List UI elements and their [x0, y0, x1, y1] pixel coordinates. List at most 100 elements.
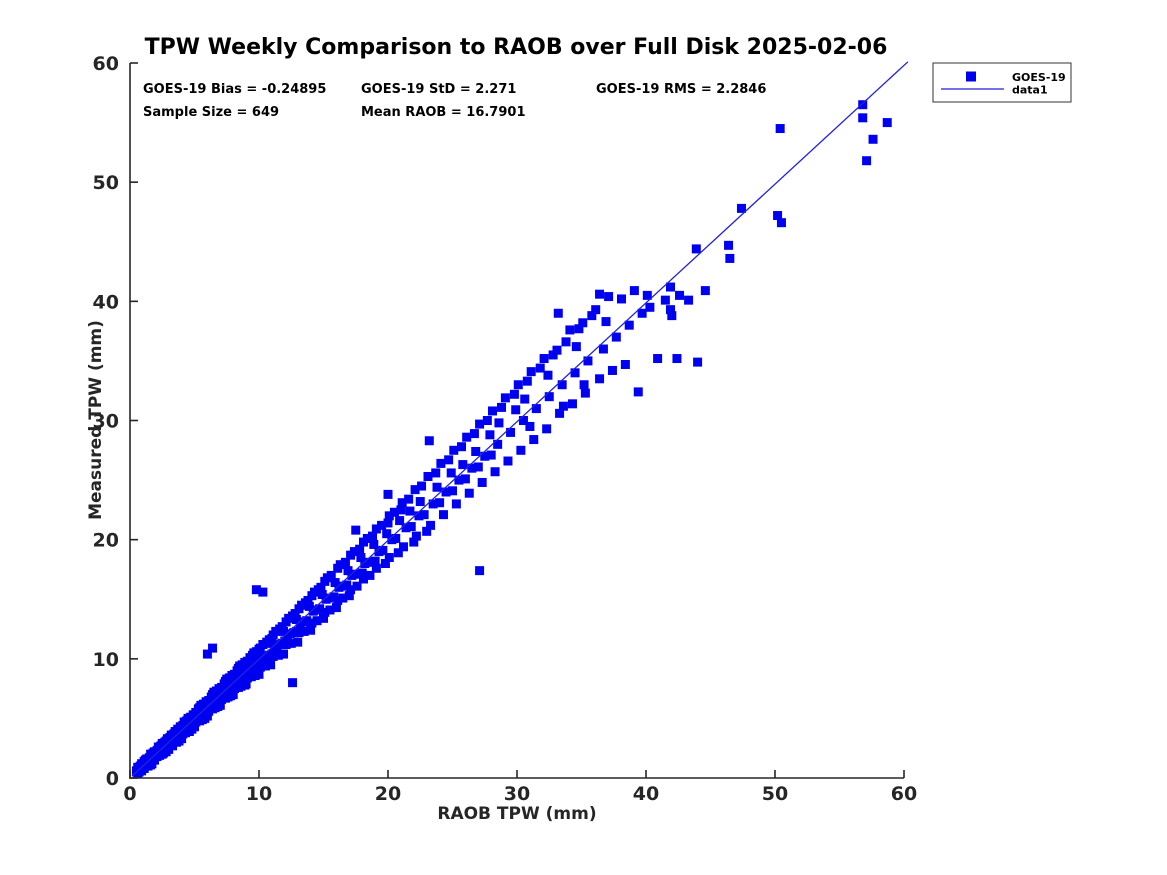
scatter-point	[535, 363, 545, 373]
scatter-point	[557, 380, 567, 390]
scatter-point	[500, 393, 510, 403]
scatter-point	[511, 405, 521, 415]
x-tick-label: 50	[762, 783, 788, 805]
scatter-point	[424, 436, 434, 446]
scatter-point	[260, 661, 270, 671]
scatter-point	[642, 290, 652, 300]
scatter-point	[667, 311, 677, 321]
scatter-point	[240, 663, 250, 673]
scatter-point	[357, 568, 367, 578]
scatter-point	[355, 544, 365, 554]
scatter-point	[422, 526, 432, 536]
scatter-point	[290, 609, 300, 619]
scatter-point	[382, 529, 392, 539]
scatter-point	[601, 317, 611, 327]
scatter-point	[595, 374, 605, 384]
scatter-point	[558, 401, 568, 411]
scatter-point	[598, 344, 608, 354]
scatter-point	[365, 570, 375, 580]
scatter-point	[299, 626, 309, 636]
chart-title: TPW Weekly Comparison to RAOB over Full …	[145, 35, 888, 60]
scatter-point	[319, 613, 328, 623]
scatter-point	[320, 607, 330, 617]
stat-mean-raob: Mean RAOB = 16.7901	[361, 105, 526, 120]
scatter-point	[469, 429, 479, 439]
scatter-point	[574, 324, 584, 334]
scatter-point	[157, 749, 167, 759]
scatter-point	[325, 605, 335, 615]
scatter-point	[482, 416, 492, 425]
stat-bias: GOES-19 Bias = -0.24895	[143, 82, 326, 97]
scatter-point	[629, 286, 639, 296]
scatter-point	[426, 520, 436, 530]
scatter-point	[553, 308, 563, 318]
y-tick-label: 0	[106, 768, 119, 790]
legend-marker-square-icon	[966, 71, 976, 82]
scatter-point	[302, 616, 312, 626]
scatter-point	[460, 474, 470, 484]
scatter-point	[324, 593, 334, 603]
scatter-point	[383, 489, 393, 499]
scatter-point	[330, 578, 340, 588]
scatter-point	[342, 580, 352, 590]
scatter-point	[140, 758, 150, 768]
scatter-point	[428, 499, 438, 509]
y-tick-label: 60	[93, 53, 119, 75]
x-tick-label: 10	[246, 783, 272, 805]
scatter-point	[724, 240, 734, 250]
scatter-point	[637, 308, 647, 318]
scatter-point	[552, 345, 562, 355]
scatter-point	[384, 553, 394, 563]
legend-box	[932, 62, 1072, 103]
scatter-point	[338, 593, 348, 603]
scatter-point	[146, 760, 156, 770]
scatter-point	[307, 618, 317, 628]
scatter-point	[258, 587, 268, 597]
scatter-point	[684, 295, 694, 305]
scatter-point	[487, 406, 497, 416]
scatter-point	[457, 442, 467, 452]
x-axis-ticks: 0 10 20 30 40 50 60	[123, 770, 917, 805]
scatter-point	[369, 539, 379, 549]
scatter-point	[446, 468, 456, 478]
y-axis-label: Measured TPW (mm)	[86, 320, 106, 520]
scatter-point	[316, 582, 326, 592]
scatter-point	[273, 650, 283, 660]
scatter-point	[286, 638, 296, 648]
scatter-point	[351, 525, 361, 535]
scatter-point	[548, 350, 558, 360]
scatter-point	[281, 640, 291, 650]
scatter-point	[509, 389, 519, 399]
scatter-point	[583, 356, 593, 366]
scatter-point	[666, 282, 676, 292]
scatter-point	[462, 432, 472, 442]
scatter-point	[383, 518, 393, 528]
scatter-point	[691, 244, 701, 254]
scatter-point	[398, 542, 408, 552]
scatter-point	[241, 679, 251, 689]
scatter-point	[493, 439, 503, 449]
scatter-point	[494, 418, 504, 428]
scatter-point	[396, 505, 406, 515]
y-axis-ticks: 0 10 20 30 40 50 60	[93, 53, 138, 790]
scatter-point	[150, 749, 160, 759]
scatter-point	[858, 113, 868, 123]
scatter-point	[279, 649, 289, 659]
scatter-point	[423, 472, 433, 482]
scatter-point	[414, 511, 424, 521]
scatter-point	[288, 678, 298, 688]
x-tick-label: 60	[891, 783, 917, 805]
scatter-point	[525, 421, 535, 431]
scatter-point	[451, 499, 461, 509]
scatter-point	[294, 628, 304, 638]
scatter-point	[215, 700, 225, 710]
y-tick-label: 50	[93, 172, 119, 194]
scatter-point	[595, 289, 605, 299]
scatter-point	[693, 357, 703, 367]
scatter-point	[518, 416, 528, 425]
stat-rms: GOES-19 RMS = 2.2846	[596, 82, 766, 97]
scatter-point	[464, 488, 474, 498]
x-axis-label: RAOB TPW (mm)	[437, 804, 596, 824]
scatter-point	[352, 581, 362, 591]
